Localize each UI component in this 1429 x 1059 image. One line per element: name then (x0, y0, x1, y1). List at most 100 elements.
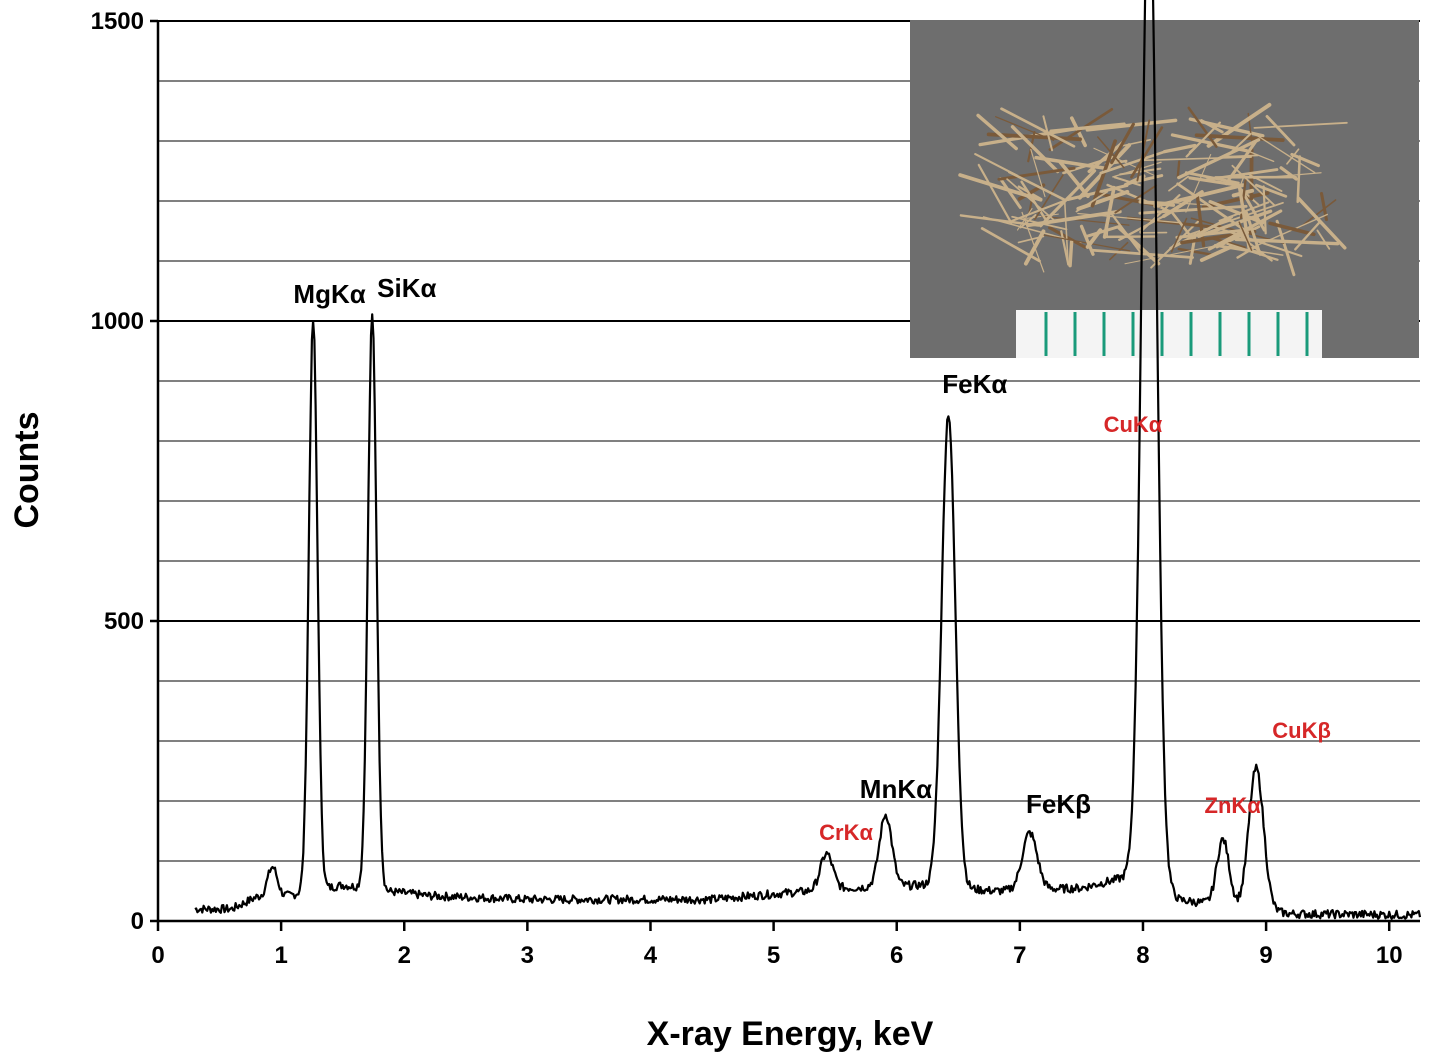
fiber-strand (1177, 138, 1261, 180)
fiber-strand (1058, 160, 1090, 199)
fiber-strand (1011, 199, 1067, 222)
fiber-strand (1290, 152, 1320, 168)
fiber-strand (1011, 215, 1068, 231)
peak-label: SiKα (377, 273, 436, 303)
fiber-strand (1008, 170, 1067, 202)
fiber-strand (1296, 196, 1347, 250)
fiber-strand (1254, 183, 1288, 198)
fiber-strand (1034, 174, 1064, 221)
inset-background (910, 20, 1419, 358)
fiber-strand (1241, 190, 1266, 232)
spectrum-line (194, 0, 1422, 920)
fiber-strand (1286, 148, 1300, 165)
fiber-strand (1316, 229, 1331, 250)
x-tick-label: 7 (1013, 942, 1026, 969)
x-tick-label: 8 (1136, 942, 1149, 969)
fiber-strand (1162, 190, 1204, 218)
fiber-strand (997, 166, 1076, 181)
peak-label: MnKα (860, 774, 932, 804)
fiber-strand (1185, 121, 1222, 158)
x-tick-label: 1 (274, 942, 287, 969)
fiber-strand (1106, 183, 1173, 214)
x-tick-label: 5 (767, 942, 780, 969)
fiber-strand (1300, 199, 1337, 227)
fiber-strand (1253, 132, 1316, 174)
fiber-strand (1119, 167, 1162, 176)
fiber-strand (1253, 121, 1348, 129)
fiber-strand (1010, 125, 1060, 174)
fiber-strand (1169, 210, 1194, 240)
fiber-strand (1030, 148, 1046, 198)
fiber-strand (1139, 194, 1181, 234)
fiber-strand (1195, 193, 1206, 248)
axes: 0 500 1000 1500 0 1 2 3 4 5 6 7 8 9 10 (91, 8, 1420, 969)
fiber-strand (1207, 209, 1283, 251)
y-tick-label: 1000 (91, 308, 144, 335)
peak-label: CrKα (819, 820, 873, 845)
fiber-strand (1063, 201, 1069, 266)
fiber-strand (1114, 184, 1158, 214)
fiber-strand (1168, 175, 1190, 192)
fiber-strand (1265, 114, 1296, 147)
fiber-strand (958, 173, 1043, 202)
fiber-strand (976, 113, 1018, 151)
fiber-strand (1093, 147, 1159, 178)
peak-label: ZnKα (1205, 793, 1262, 818)
y-tick-label: 0 (131, 908, 144, 935)
fiber-cluster-icon (958, 102, 1348, 277)
fiber-strand (1049, 122, 1126, 133)
fiber-strand (1041, 215, 1130, 226)
fiber-strand (1110, 122, 1135, 165)
fiber-strand (1162, 143, 1197, 154)
fiber-strand (977, 163, 1013, 225)
x-tick-label: 6 (890, 942, 903, 969)
peak-label: FeKβ (1026, 789, 1091, 819)
fiber-strand (1141, 156, 1252, 162)
y-tick-label: 1500 (91, 8, 144, 35)
fiber-strand (1176, 160, 1181, 179)
peak-labels: MgKα SiKα FeKα CuKα MnKα FeKβ CrKα ZnKα CuKβ (293, 273, 1330, 845)
fiber-strand (1238, 221, 1253, 251)
fiber-strand (1210, 236, 1246, 250)
fiber-strand (1039, 233, 1131, 252)
fiber-strand (1097, 136, 1125, 169)
fiber-strand (1244, 210, 1262, 256)
x-tick-label: 4 (644, 942, 658, 969)
fiber-strand (1000, 107, 1076, 148)
fiber-strand (1025, 209, 1122, 228)
x-tick-label: 0 (151, 942, 164, 969)
x-tick-label: 10 (1376, 942, 1403, 969)
fiber-strand (1017, 235, 1045, 244)
ruler-ticks (1044, 312, 1309, 356)
fiber-strand (1226, 242, 1279, 261)
fiber-strand (1130, 126, 1164, 179)
fiber-strand (959, 214, 1040, 227)
fiber-strand (1238, 172, 1246, 189)
fiber-strand (1176, 182, 1246, 231)
fiber-strand (1296, 155, 1301, 204)
fiber-strand (1123, 174, 1146, 187)
peak-label: CuKα (1104, 412, 1163, 437)
x-tick-label: 9 (1259, 942, 1272, 969)
fiber-strand (1197, 209, 1273, 238)
peak-label: CuKβ (1272, 718, 1331, 743)
fiber-strand (986, 132, 1082, 142)
fiber-strand (1236, 245, 1258, 259)
fiber-strand (1214, 243, 1284, 256)
fiber-strand (1241, 148, 1275, 163)
fiber-strand (1177, 247, 1212, 256)
fiber-strand (1113, 176, 1141, 187)
fiber-strand (1034, 155, 1107, 170)
fiber-strand (1079, 224, 1095, 256)
y-tick-label: 500 (104, 608, 144, 635)
fiber-strand (1268, 221, 1316, 237)
fiber-strand (1075, 190, 1109, 213)
fiber-strand (1208, 200, 1265, 225)
fiber-strand (1222, 154, 1259, 158)
peak-label: FeKα (942, 369, 1007, 399)
y-axis-title: Counts (8, 411, 46, 528)
sample-photo-inset (910, 20, 1419, 358)
scale-ruler (1016, 310, 1322, 358)
fiber-strand (1206, 102, 1272, 148)
